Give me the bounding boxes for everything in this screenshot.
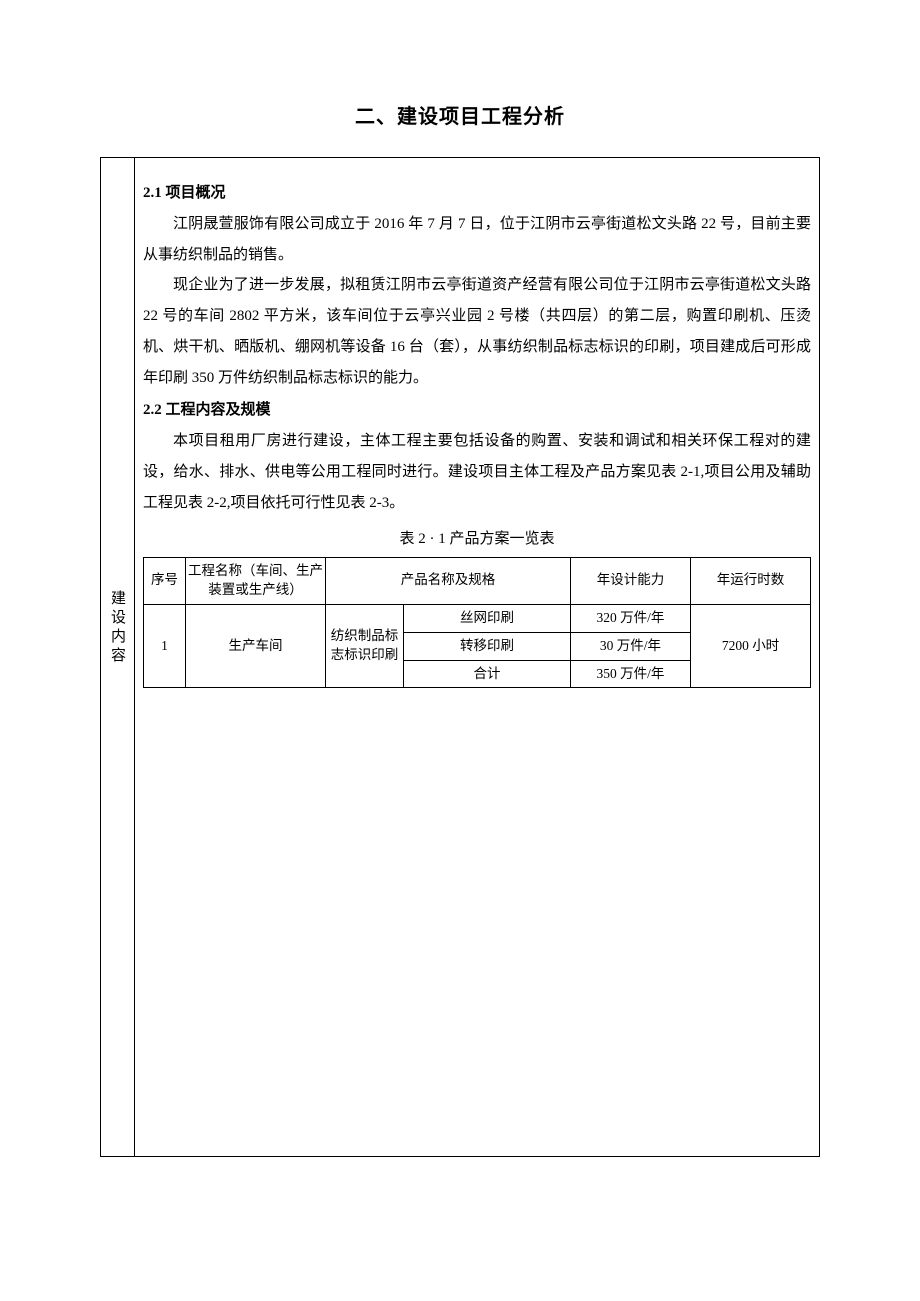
table-header-row: 序号 工程名称（车间、生产装置或生产线） 产品名称及规格 年设计能力 年运行时数 [144, 558, 811, 605]
th-seq: 序号 [144, 558, 186, 605]
table-row: 1 生产车间 纺织制品标志标识印刷 丝网印刷 320 万件/年 7200 小时 [144, 604, 811, 632]
th-hours: 年运行时数 [691, 558, 811, 605]
cell-item-cap: 320 万件/年 [571, 604, 691, 632]
section-2-2-head: 2.2 工程内容及规模 [143, 395, 811, 426]
content-area: 2.1 项目概况 江阴晟萱服饰有限公司成立于 2016 年 7 月 7 日，位于… [135, 158, 819, 1156]
th-product: 产品名称及规格 [326, 558, 571, 605]
table-2-1: 序号 工程名称（车间、生产装置或生产线） 产品名称及规格 年设计能力 年运行时数… [143, 557, 811, 688]
cell-hours: 7200 小时 [691, 604, 811, 688]
left-label-text: 建设内容 [107, 590, 128, 666]
table-2-1-caption: 表 2 · 1 产品方案一览表 [143, 524, 811, 555]
th-capacity: 年设计能力 [571, 558, 691, 605]
page-title: 二、建设项目工程分析 [100, 100, 820, 129]
section-2-1-para-2: 现企业为了进一步发展，拟租赁江阴市云亭街道资产经营有限公司位于江阴市云亭街道松文… [143, 270, 811, 393]
cell-seq: 1 [144, 604, 186, 688]
left-label-cell: 建设内容 [101, 158, 135, 1156]
th-workshop: 工程名称（车间、生产装置或生产线） [186, 558, 326, 605]
cell-item-cap: 30 万件/年 [571, 632, 691, 660]
cell-item-cap: 350 万件/年 [571, 660, 691, 688]
cell-item-name: 合计 [404, 660, 571, 688]
cell-product-group: 纺织制品标志标识印刷 [326, 604, 404, 688]
cell-workshop: 生产车间 [186, 604, 326, 688]
cell-item-name: 丝网印刷 [404, 604, 571, 632]
cell-item-name: 转移印刷 [404, 632, 571, 660]
section-2-2-para-1: 本项目租用厂房进行建设，主体工程主要包括设备的购置、安装和调试和相关环保工程对的… [143, 426, 811, 518]
section-2-1-para-1: 江阴晟萱服饰有限公司成立于 2016 年 7 月 7 日，位于江阴市云亭街道松文… [143, 209, 811, 271]
content-frame: 建设内容 2.1 项目概况 江阴晟萱服饰有限公司成立于 2016 年 7 月 7… [100, 157, 820, 1157]
section-2-1-head: 2.1 项目概况 [143, 178, 811, 209]
